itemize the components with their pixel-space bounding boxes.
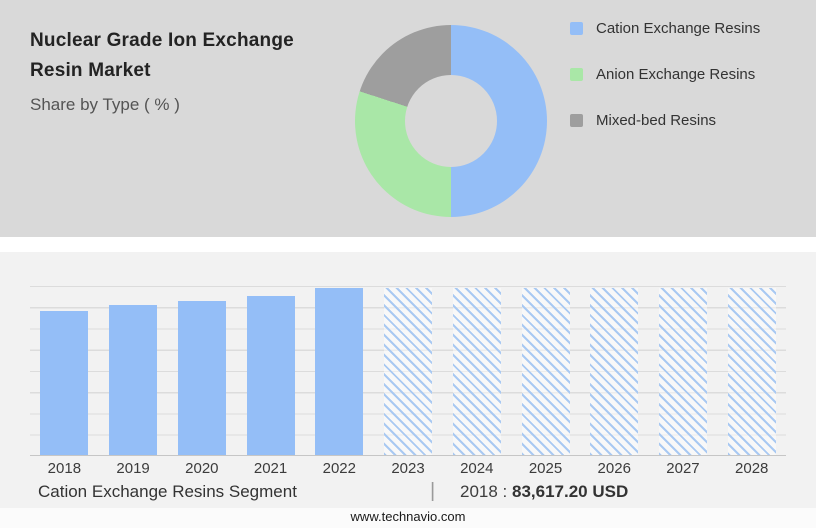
legend-swatch-icon — [570, 22, 583, 35]
legend-swatch-icon — [570, 114, 583, 127]
bar-2020 — [177, 301, 226, 455]
bar-group — [99, 286, 168, 455]
caption-amount: 83,617.20 USD — [512, 482, 629, 501]
header: Nuclear Grade Ion Exchange Resin Market … — [30, 26, 294, 115]
chart-subtitle: Share by Type ( % ) — [30, 95, 180, 114]
bar-group — [167, 286, 236, 455]
x-axis-label: 2018 — [47, 459, 82, 477]
website-link[interactable]: www.technavio.com — [0, 508, 816, 528]
x-axis-label: 2020 — [185, 459, 219, 477]
legend-label: Cation Exchange Resins — [596, 20, 761, 37]
bar-group — [374, 286, 443, 455]
legend-item: Cation Exchange Resins — [570, 20, 760, 37]
bar-2027 — [658, 287, 707, 455]
bar-2024 — [452, 287, 501, 455]
x-axis-label: 2023 — [391, 459, 425, 477]
bar-2023 — [384, 287, 433, 455]
bar-2022 — [315, 287, 364, 455]
page-title-line1: Nuclear Grade Ion Exchange — [30, 30, 294, 51]
x-axis-label: 2019 — [116, 459, 150, 477]
caption-separator: | — [430, 480, 436, 502]
bar-group — [717, 286, 786, 455]
caption: Cation Exchange Resins Segment | 2018 : … — [0, 480, 816, 508]
caption-value: 2018 : 83,617.20 USD — [460, 482, 628, 502]
bar-group — [442, 286, 511, 455]
x-axis-label: 2024 — [460, 459, 494, 477]
legend-item: Anion Exchange Resins — [570, 66, 760, 83]
segment-label: Cation Exchange Resins Segment — [38, 482, 297, 501]
bar-group — [580, 286, 649, 455]
legend: Cation Exchange Resins Anion Exchange Res… — [570, 20, 760, 129]
bar-2025 — [521, 287, 570, 455]
x-axis-label: 2025 — [528, 459, 563, 477]
x-axis-label: 2028 — [735, 459, 769, 477]
caption-year: 2018 : — [460, 482, 508, 501]
x-axis-label: 2026 — [597, 459, 631, 477]
bar-2026 — [590, 287, 639, 455]
section-divider — [0, 237, 816, 252]
bar-2018 — [40, 311, 89, 455]
bar-chart — [30, 286, 786, 456]
bar-group — [30, 286, 99, 455]
x-axis-label: 2027 — [666, 459, 700, 477]
page-title-line2: Resin Market — [30, 60, 151, 81]
bar-chart-area — [0, 252, 816, 456]
bar-group — [511, 286, 580, 455]
bar-group — [649, 286, 718, 455]
bar-group — [305, 286, 374, 455]
pie-section: Nuclear Grade Ion Exchange Resin Market … — [0, 0, 816, 237]
legend-label: Anion Exchange Resins — [596, 66, 756, 83]
donut-chart — [355, 25, 547, 217]
bar-group — [236, 286, 305, 455]
x-axis-label: 2022 — [322, 459, 356, 477]
bar-section: 2018 2019 2020 2021 2022 2023 2024 2025 2026 2027… — [0, 252, 816, 528]
bar-2019 — [109, 305, 158, 455]
x-axis-label: 2021 — [253, 459, 288, 477]
x-axis-labels: 2018 2019 2020 2021 2022 2023 2024 2025 2026 2027… — [0, 456, 816, 480]
legend-label: Mixed-bed Resins — [596, 112, 717, 129]
bar-2028 — [727, 287, 776, 455]
legend-swatch-icon — [570, 68, 583, 81]
bar-2021 — [246, 296, 295, 455]
legend-item: Mixed-bed Resins — [570, 112, 760, 129]
